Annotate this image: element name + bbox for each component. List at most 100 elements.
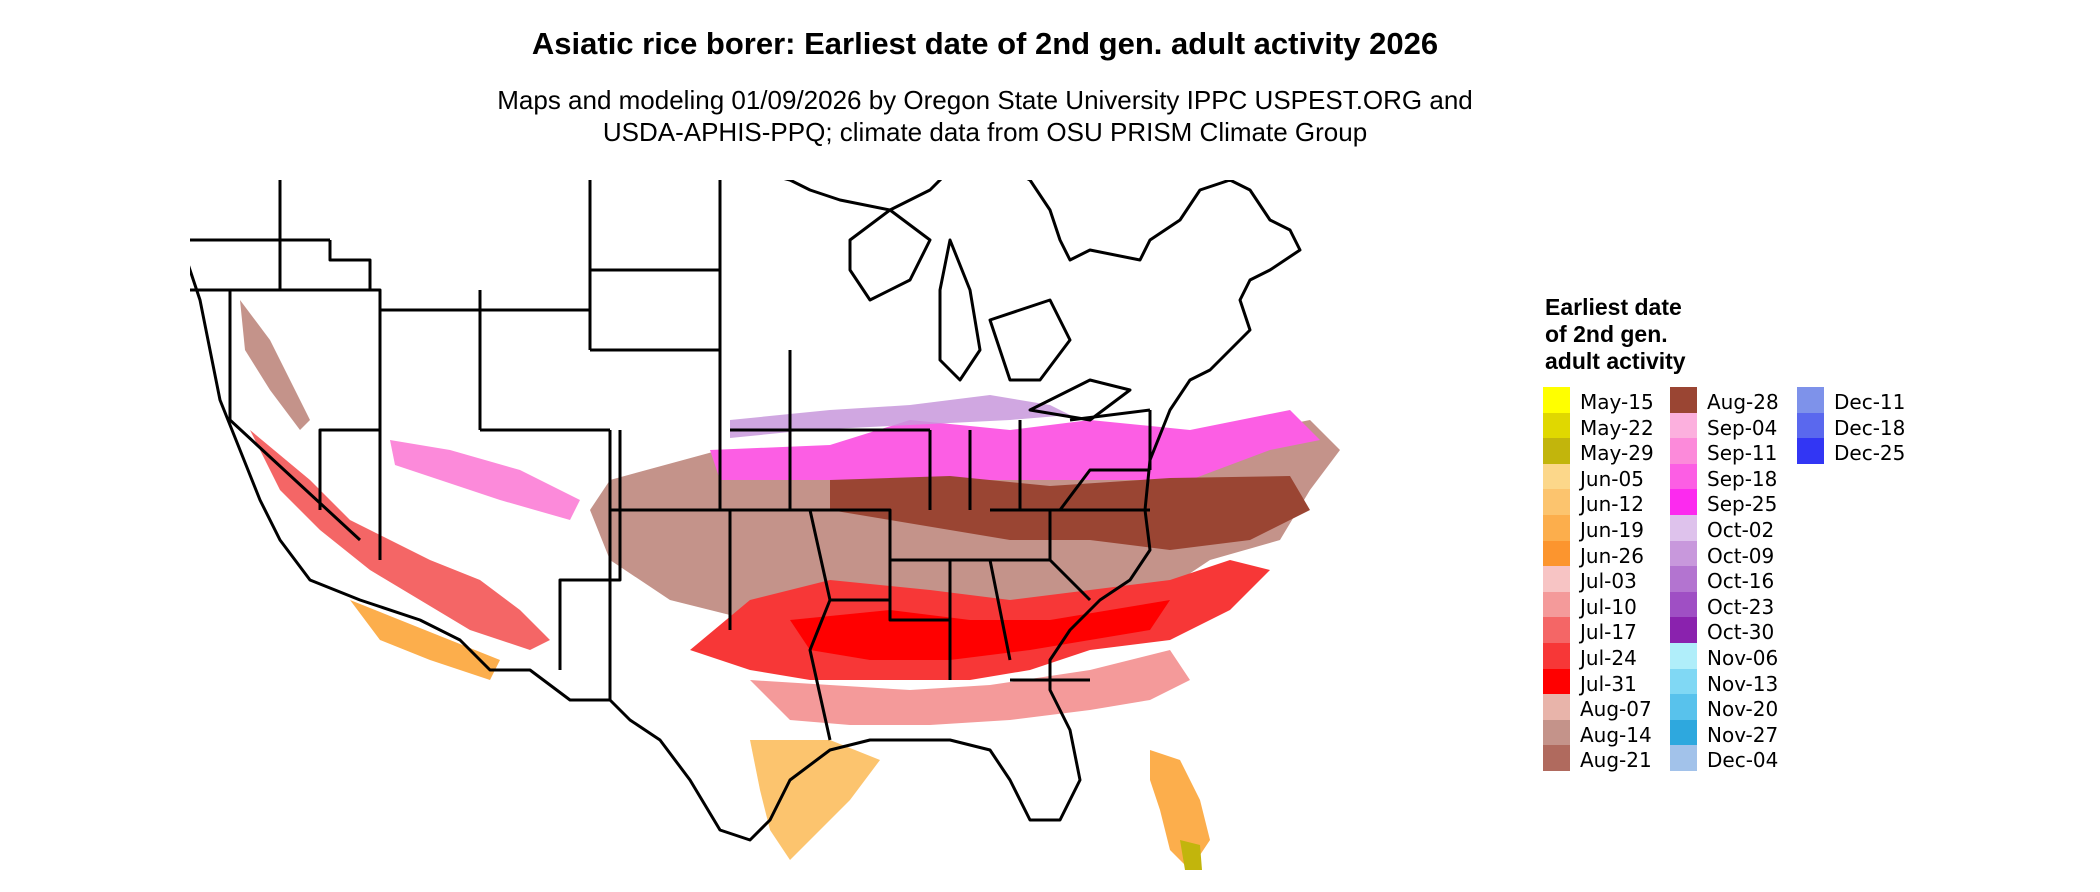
legend-swatch [1670,515,1697,541]
legend-label: Dec-11 [1834,390,1906,414]
legend-swatch [1543,463,1570,490]
legend-label: May-15 [1580,390,1654,414]
legend-title-line-1: Earliest date [1545,294,1682,320]
legend-item: Dec-04 [1670,745,1800,773]
legend-item: Sep-04 [1670,412,1800,440]
legend-swatch [1543,617,1570,643]
legend-label: Dec-18 [1834,415,1906,440]
legend-swatch [1543,694,1570,720]
legend-label: Sep-11 [1707,441,1778,466]
legend-swatch [1670,489,1697,515]
legend-item: Jul-17 [1543,617,1673,645]
legend-label: May-22 [1580,415,1654,440]
zone-sw-red [250,430,550,650]
legend-label: Dec-04 [1707,748,1779,773]
legend-item: Aug-14 [1543,719,1673,747]
us-outline [190,180,1302,842]
legend-item: Dec-18 [1797,412,1927,440]
state-boundaries [190,180,1302,842]
legend-item: Nov-06 [1670,643,1800,670]
legend-swatch [1670,387,1697,413]
zone-oct [730,395,1070,438]
legend-label: Jul-17 [1580,620,1637,645]
legend-swatch [1670,694,1697,720]
zone-sep [710,410,1320,480]
activity-zones [240,300,1340,870]
legend-label: Sep-18 [1707,466,1778,491]
legend-swatch [1670,566,1697,592]
legend-label: Oct-30 [1707,620,1775,645]
zone-jul-03 [750,650,1190,725]
legend-label: Jun-12 [1580,492,1644,517]
legend-item: Dec-11 [1797,387,1927,414]
legend-label: Nov-06 [1707,646,1779,670]
legend-item: May-15 [1543,387,1673,414]
legend-swatch [1543,745,1570,771]
legend-label: Jul-10 [1580,594,1637,619]
great-lakes [848,208,1132,422]
legend-swatch [1543,412,1570,439]
legend-item: Sep-25 [1670,489,1800,517]
legend-item: Jul-03 [1543,566,1673,593]
legend-item: Oct-16 [1670,566,1800,593]
zone-jun-florida [1150,750,1210,870]
legend-swatch [1797,438,1824,464]
state-lines [190,180,1152,741]
legend-swatch [1543,438,1570,464]
legend-swatch [1543,540,1570,567]
legend-label: Jul-24 [1580,646,1637,670]
legend-label: Jun-05 [1580,466,1644,491]
zone-aug-28 [830,476,1310,550]
legend-swatch [1543,719,1570,746]
legend-item: Oct-30 [1670,617,1800,645]
us-map [190,180,1340,870]
legend-label: Nov-27 [1707,722,1779,747]
legend-item: Oct-09 [1670,540,1800,568]
legend-title: Earliest date of 2nd gen. adult activity [1545,294,1686,375]
legend-swatch [1670,668,1697,695]
legend-swatch [1670,643,1697,669]
legend-swatch [1797,412,1824,439]
legend-swatch [1670,745,1697,771]
legend-item: Aug-21 [1543,745,1673,773]
legend-item: Nov-27 [1670,719,1800,747]
legend-label: Jun-19 [1580,518,1644,542]
zone-jun-texas [750,740,880,860]
legend-label: Jul-31 [1580,671,1637,696]
legend-label: Jun-26 [1580,543,1644,568]
legend-swatch [1670,617,1697,643]
legend-label: Oct-02 [1707,518,1775,542]
legend-label: May-29 [1580,441,1654,466]
legend-label: Nov-20 [1707,697,1779,722]
legend-item: May-22 [1543,412,1673,440]
legend-item: Jul-24 [1543,643,1673,670]
legend-swatch [1670,438,1697,464]
legend-title-line-3: adult activity [1545,348,1686,374]
legend-item: Aug-07 [1543,694,1673,721]
legend-label: Aug-14 [1580,722,1652,747]
zone-sw-brown [240,300,310,430]
legend-item: Jul-31 [1543,668,1673,696]
legend-label: Aug-28 [1707,390,1779,414]
legend-label: Nov-13 [1707,671,1779,696]
legend-item: Aug-28 [1670,387,1800,414]
legend-swatch [1543,668,1570,695]
legend-swatch [1543,643,1570,669]
legend-item: Nov-13 [1670,668,1800,696]
legend-item: Jun-19 [1543,515,1673,542]
legend-label: Aug-21 [1580,748,1652,773]
subtitle-line-2: USDA-APHIS-PPQ; climate data from OSU PR… [602,117,1368,147]
zone-sw-orange [350,600,500,680]
legend-label: Oct-23 [1707,594,1775,619]
legend-swatch [1543,387,1570,413]
subtitle-line-1: Maps and modeling 01/09/2026 by Oregon S… [497,85,1473,115]
legend-swatch [1670,719,1697,746]
legend-label: Sep-25 [1707,492,1778,517]
legend-label: Dec-25 [1834,441,1906,466]
legend-swatch [1797,387,1824,413]
legend-label: Sep-04 [1707,415,1778,440]
legend-swatch [1543,489,1570,515]
legend-item: Jul-10 [1543,591,1673,619]
legend-label: Oct-09 [1707,543,1775,568]
legend-item: May-29 [1543,438,1673,466]
